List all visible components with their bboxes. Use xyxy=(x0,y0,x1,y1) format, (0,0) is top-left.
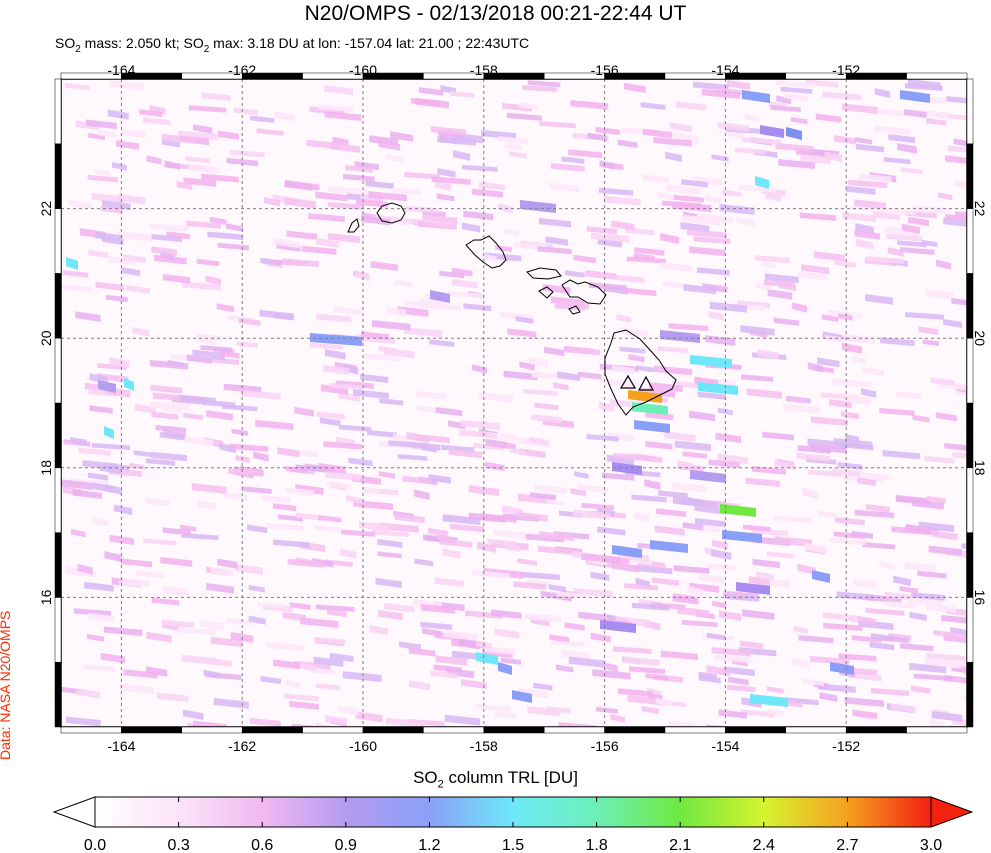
lon-tick-label-top: -156 xyxy=(591,62,619,78)
kahoolawe-coast xyxy=(568,305,581,315)
colorbar-tick-label: 1.8 xyxy=(585,837,607,853)
colorbar-tick-label: 1.5 xyxy=(502,837,524,853)
frame-tick-marks xyxy=(54,72,974,734)
colorbar-tick-label: 0.0 xyxy=(84,837,106,853)
lat-tick-label-right: 20 xyxy=(972,330,988,346)
lon-tick-label-top: -160 xyxy=(349,62,377,78)
colorbar-tick-label: 3.0 xyxy=(920,837,942,853)
lon-tick-label-bottom: -156 xyxy=(591,738,619,754)
lon-tick-label-bottom: -158 xyxy=(470,738,498,754)
colorbar-low-arrow xyxy=(52,796,96,828)
oahu-coast xyxy=(465,235,507,269)
volcano-marker-icon xyxy=(637,375,655,391)
kauai-coast xyxy=(376,202,406,224)
lat-tick-label-right: 16 xyxy=(972,590,988,606)
niihau-coast xyxy=(347,218,360,233)
lat-tick-label-left: 16 xyxy=(38,589,54,605)
colorbar-label: SO2 column TRL [DU] xyxy=(413,768,578,791)
lanai-coast xyxy=(538,286,554,299)
coastlines xyxy=(347,202,677,416)
colorbar-tick-label: 2.4 xyxy=(753,837,775,853)
colorbar-tick-label: 2.7 xyxy=(836,837,858,853)
lon-tick-label-bottom: -152 xyxy=(832,738,860,754)
lat-tick-label-right: 22 xyxy=(972,201,988,217)
lat-tick-label-right: 18 xyxy=(972,460,988,476)
axis-tick-labels: -164 -164 -162 -162 -160 -160 -158 -158 -156 -156… xyxy=(38,62,988,754)
lat-tick-label-left: 22 xyxy=(38,201,54,217)
colorbar-tick-label: 2.1 xyxy=(669,837,691,853)
colorbar-tick-label: 0.9 xyxy=(335,837,357,853)
lon-tick-label-bottom: -160 xyxy=(349,738,377,754)
colorbar-tick-label: 0.6 xyxy=(251,837,273,853)
colorbar-tick-label: 1.2 xyxy=(418,837,440,853)
lon-tick-label-bottom: -154 xyxy=(711,738,739,754)
graticule xyxy=(61,79,967,727)
map-subtitle: SO2 mass: 2.050 kt; SO2 max: 3.18 DU at … xyxy=(55,35,530,55)
volcano-marker-icon xyxy=(619,374,637,389)
lat-tick-label-left: 20 xyxy=(38,330,54,346)
colorbar-tick-label: 0.3 xyxy=(167,837,189,853)
lon-tick-label-top: -154 xyxy=(711,62,739,78)
hawaii-coast xyxy=(604,329,677,416)
colorbar-high-arrow xyxy=(930,796,974,828)
lon-tick-label-top: -158 xyxy=(470,62,498,78)
lon-tick-label-top: -152 xyxy=(832,62,860,78)
colorbar: 0.0 0.3 0.6 0.9 1.2 1.5 1.8 2.1 2.4 2.7 3.0 xyxy=(52,796,974,853)
maui-coast xyxy=(561,279,607,305)
lon-tick-label-bottom: -162 xyxy=(228,738,256,754)
lon-tick-label-top: -164 xyxy=(107,62,135,78)
lat-tick-label-left: 18 xyxy=(38,460,54,476)
lon-tick-label-bottom: -164 xyxy=(107,738,135,754)
molokai-coast xyxy=(526,267,562,280)
map-title: N20/OMPS - 02/13/2018 00:21-22:44 UT xyxy=(304,2,687,25)
so2-pixel-layer xyxy=(61,79,967,727)
lon-tick-label-top: -162 xyxy=(228,62,256,78)
